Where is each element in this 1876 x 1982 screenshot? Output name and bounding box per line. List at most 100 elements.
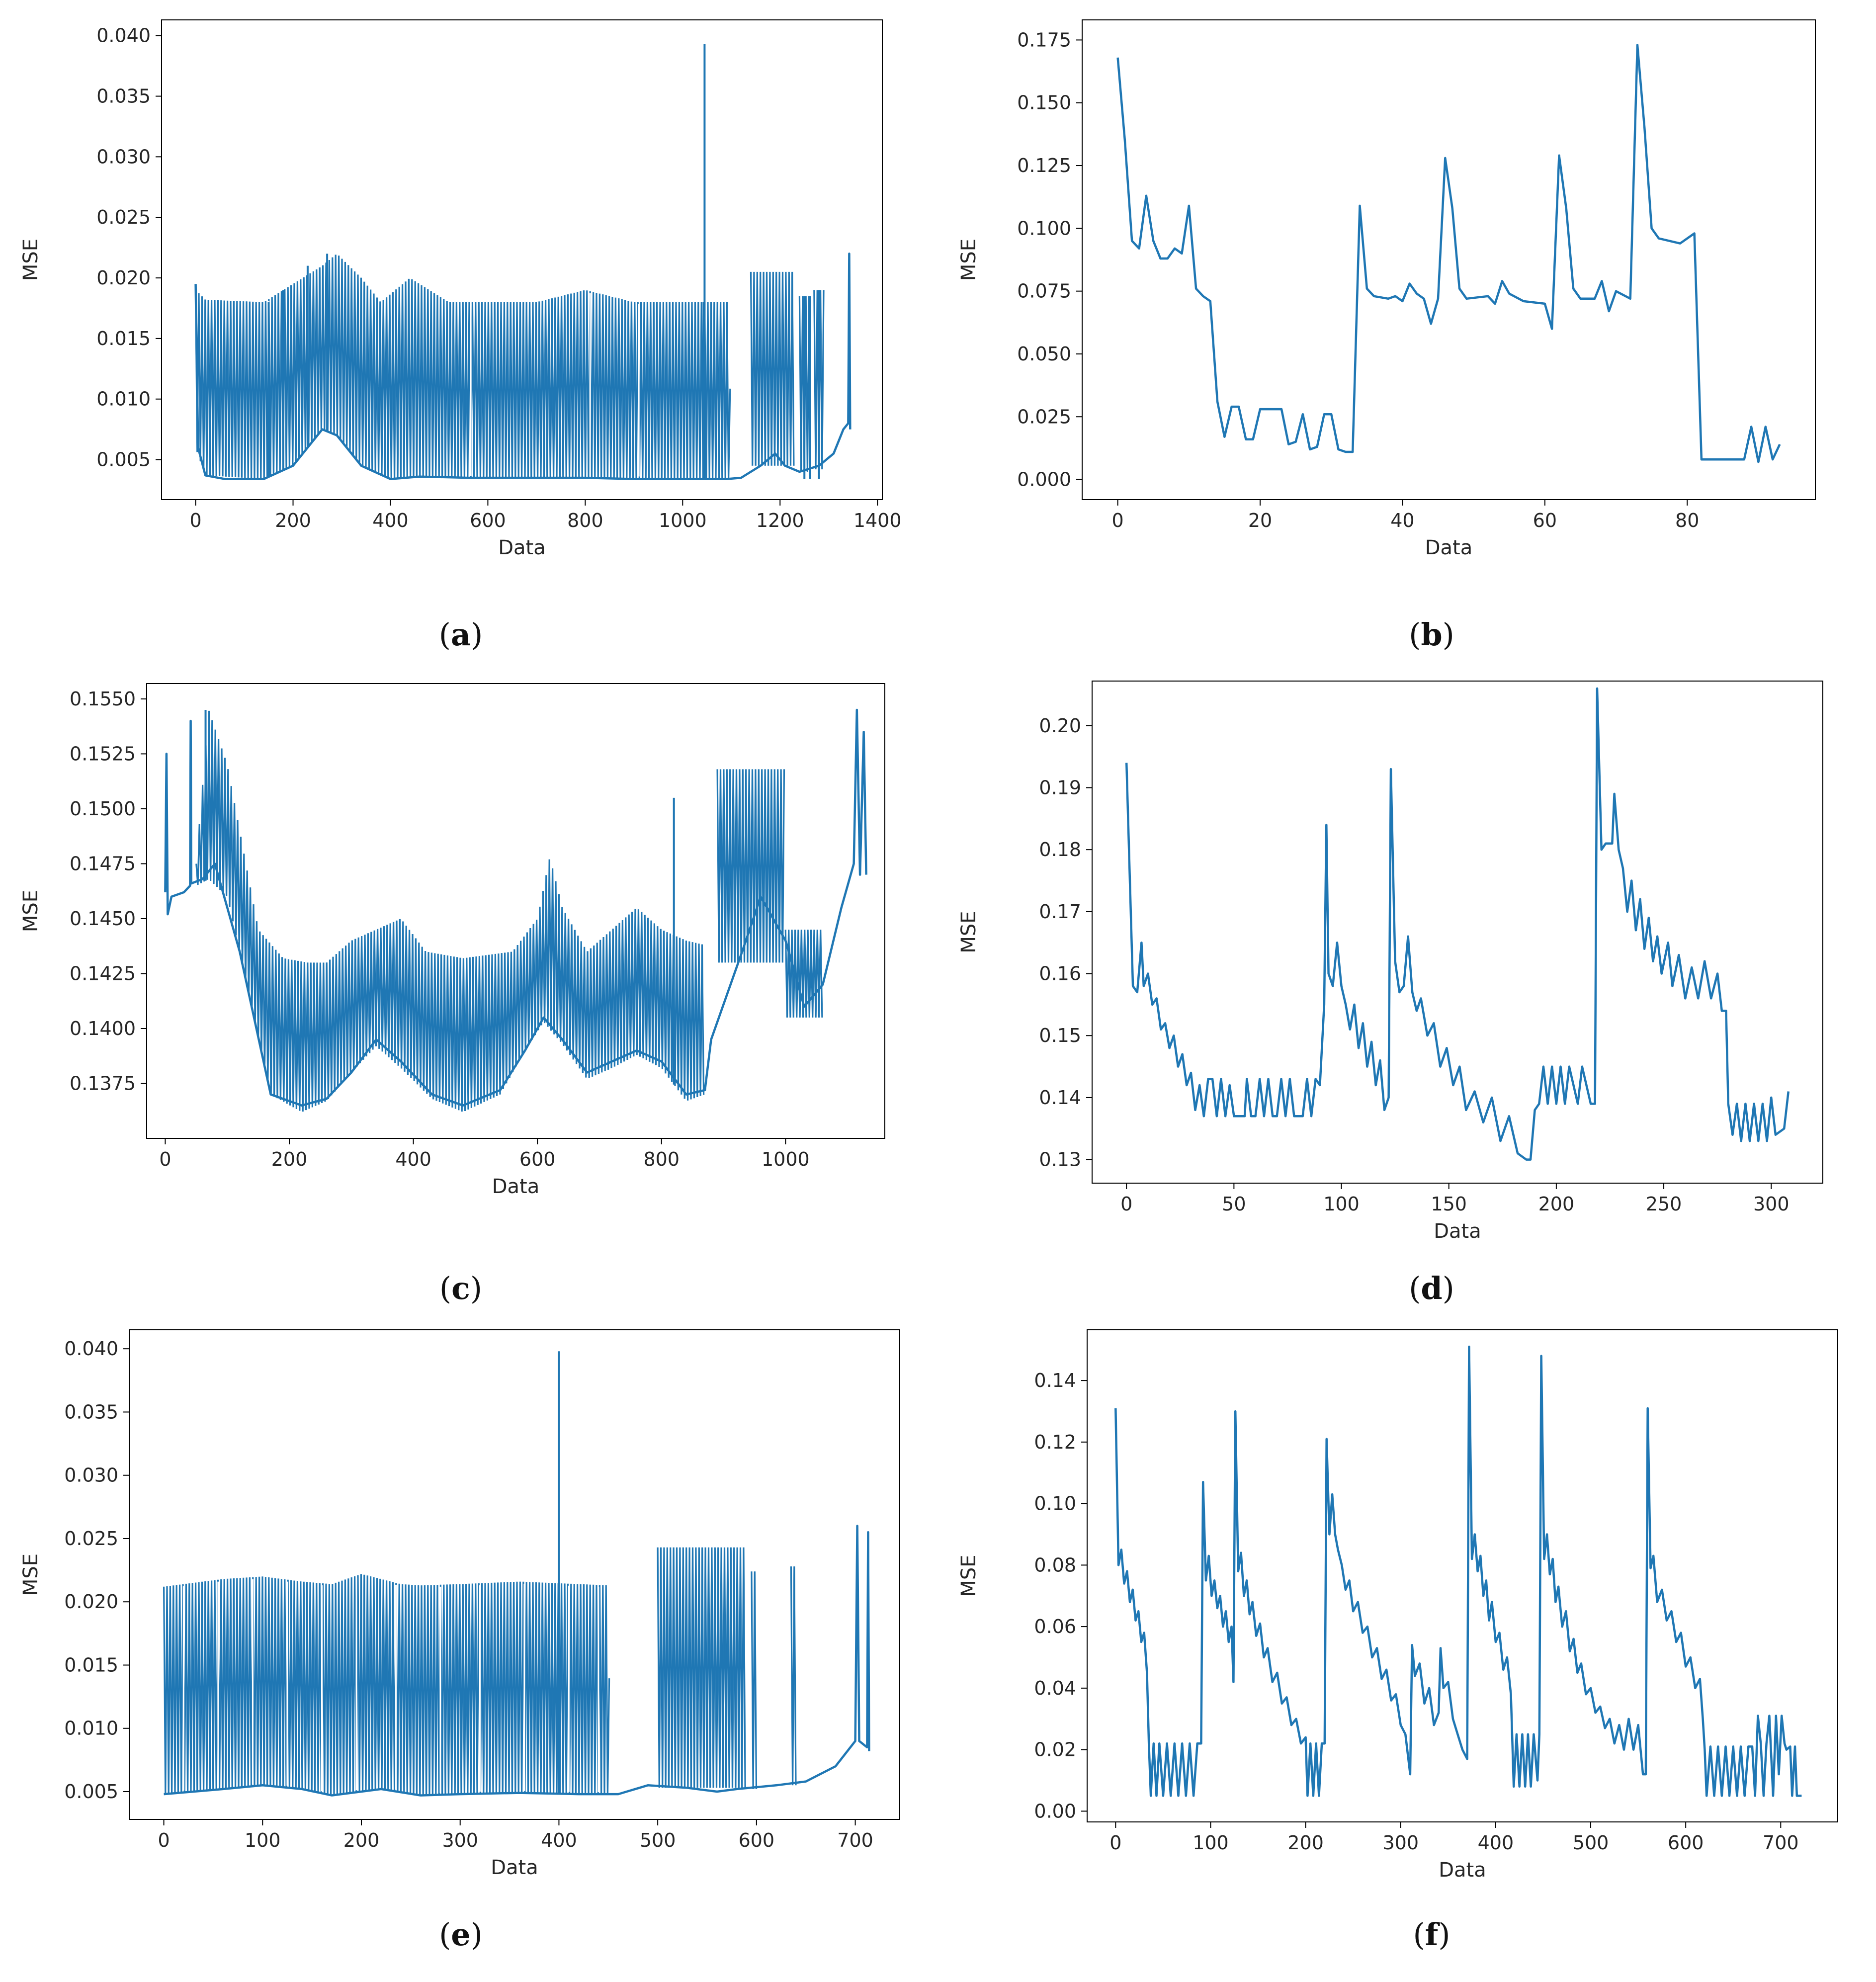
x-axis-label: Data [1434, 1220, 1481, 1243]
x-tick-label: 40 [1390, 510, 1414, 531]
y-tick-label: 0.025 [64, 1528, 118, 1550]
x-tick-label: 500 [1573, 1832, 1609, 1854]
x-tick-label: 200 [271, 1148, 308, 1170]
x-tick-label: 600 [1668, 1832, 1704, 1854]
series-line [164, 708, 867, 1107]
y-tick-label: 0.18 [1039, 839, 1081, 861]
x-tick-label: 500 [640, 1829, 676, 1851]
x-tick-label: 100 [245, 1829, 281, 1851]
y-tick-label: 0.020 [64, 1591, 118, 1613]
y-tick-label: 0.15 [1039, 1025, 1081, 1046]
x-axis-label: Data [1439, 1859, 1486, 1882]
y-tick-label: 0.075 [1017, 280, 1071, 302]
x-tick-label: 800 [567, 510, 603, 531]
y-tick-label: 0.005 [96, 449, 151, 471]
y-tick-label: 0.06 [1034, 1616, 1076, 1637]
oscillation-band [195, 255, 731, 479]
x-tick-label: 300 [1753, 1193, 1790, 1215]
x-tick-label: 300 [1382, 1832, 1419, 1854]
oscillation-band-segment [790, 1566, 797, 1786]
y-tick-label: 0.005 [64, 1781, 118, 1803]
y-tick-label: 0.025 [1017, 406, 1071, 428]
x-tick-label: 1000 [762, 1148, 810, 1170]
y-tick-label: 0.015 [64, 1654, 118, 1676]
y-tick-label: 0.100 [1017, 217, 1071, 239]
y-tick-label: 0.1400 [70, 1018, 136, 1039]
x-tick-label: 0 [158, 1829, 170, 1851]
x-tick-label: 1200 [756, 510, 804, 531]
y-tick-label: 0.000 [1017, 469, 1071, 491]
y-tick-label: 0.10 [1034, 1493, 1076, 1515]
y-axis-label: MSE [19, 890, 42, 932]
y-tick-label: 0.025 [96, 206, 151, 228]
series-line [194, 253, 852, 480]
chart-panel-e: 0 100 200 300 400 500 600 700 0.005 0.010 0.015 0.0… [0, 1322, 938, 1982]
axes-frame [146, 683, 885, 1139]
x-tick-label: 100 [1323, 1193, 1360, 1215]
axes-frame [161, 19, 883, 500]
x-tick-label: 300 [442, 1829, 478, 1851]
x-tick-label: 400 [1478, 1832, 1514, 1854]
x-tick-label: 0 [1112, 510, 1124, 531]
y-tick-label: 0.12 [1034, 1431, 1076, 1453]
y-tick-label: 0.040 [96, 25, 151, 47]
oscillation-band [163, 1574, 610, 1796]
y-tick-label: 0.030 [96, 146, 151, 168]
chart-panel-d: 0 50 100 150 200 250 300 0.13 0.14 0.15 0.16 0.17 0.… [938, 661, 1876, 1322]
x-tick-label: 1400 [853, 510, 902, 531]
x-axis-label: Data [492, 1175, 540, 1198]
x-tick-label: 0 [1109, 1832, 1121, 1854]
y-axis-label: MSE [957, 239, 980, 281]
y-tick-label: 0.1375 [70, 1072, 136, 1094]
x-tick-label: 200 [343, 1829, 380, 1851]
y-tick-label: 0.010 [96, 388, 151, 410]
y-tick-label: 0.13 [1039, 1149, 1081, 1171]
y-tick-label: 0.20 [1039, 715, 1081, 737]
x-tick-label: 400 [395, 1148, 431, 1170]
y-tick-label: 0.020 [96, 267, 151, 289]
y-tick-label: 0.030 [64, 1465, 118, 1486]
x-tick-label: 600 [739, 1829, 775, 1851]
series-line [1116, 44, 1781, 463]
series-line [1125, 687, 1790, 1161]
plot-area [1114, 1345, 1802, 1797]
y-tick-label: 0.00 [1034, 1800, 1076, 1822]
x-tick-label: 600 [519, 1148, 556, 1170]
x-tick-label: 80 [1675, 510, 1699, 531]
plot-area [164, 708, 867, 1112]
plot-area [1116, 44, 1781, 463]
caption-e: (e) [439, 1916, 483, 1953]
chart-panel-c: 0 200 400 600 800 1000 0.1375 0.1400 0.1425 0.145… [0, 661, 938, 1322]
y-tick-label: 0.015 [96, 328, 151, 349]
x-tick-label: 1000 [659, 510, 707, 531]
plot-area [163, 1351, 870, 1797]
y-axis-label: MSE [19, 1553, 42, 1596]
x-tick-label: 150 [1431, 1193, 1467, 1215]
chart-panel-a: 0 200 400 600 800 1000 1200 1400 0.005 0.010 0.015… [0, 0, 938, 661]
oscillation-band [195, 710, 705, 1112]
chart-a-svg: 0 200 400 600 800 1000 1200 1400 0.005 0.010 0.015… [19, 19, 902, 559]
caption-b: (b) [1409, 616, 1454, 653]
y-tick-label: 0.1450 [70, 908, 136, 930]
oscillation-band-segment [784, 930, 823, 1018]
x-tick-label: 0 [159, 1148, 171, 1170]
x-tick-label: 700 [837, 1829, 873, 1851]
y-tick-label: 0.1425 [70, 962, 136, 984]
chart-e-svg: 0 100 200 300 400 500 600 700 0.005 0.010 0.015 0.0… [19, 1329, 900, 1879]
y-tick-label: 0.02 [1034, 1739, 1076, 1761]
x-tick-label: 600 [470, 510, 506, 531]
x-tick-label: 0 [1120, 1193, 1132, 1215]
chart-b-svg: 0 20 40 60 80 0.000 0.025 0.050 0.075 0.100 0.125 0… [957, 19, 1816, 559]
chart-panel-f: 0 100 200 300 400 500 600 700 0.00 0.02 0.04 0.06 0.… [938, 1322, 1876, 1982]
oscillation-band-segment [716, 769, 785, 963]
y-axis-label: MSE [957, 911, 980, 953]
x-axis-label: Data [498, 536, 546, 559]
plot-area [1125, 687, 1790, 1161]
axes-frame [129, 1329, 900, 1820]
y-tick-label: 0.050 [1017, 343, 1071, 365]
y-tick-label: 0.19 [1039, 776, 1081, 798]
x-tick-label: 400 [541, 1829, 577, 1851]
chart-panel-b: 0 20 40 60 80 0.000 0.025 0.050 0.075 0.100 0.125 0… [938, 0, 1876, 661]
x-tick-label: 200 [1538, 1193, 1575, 1215]
caption-a: (a) [438, 616, 483, 653]
